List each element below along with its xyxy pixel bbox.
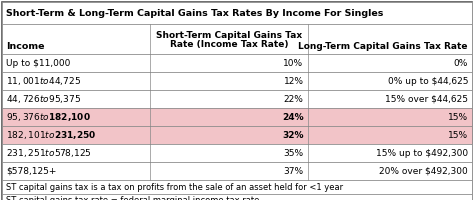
Bar xyxy=(2,24,472,54)
Text: 15% up to $492,300: 15% up to $492,300 xyxy=(376,148,468,158)
Text: $44,726 to $95,375: $44,726 to $95,375 xyxy=(6,93,81,105)
Text: 37%: 37% xyxy=(283,166,303,176)
Text: Short-Term & Long-Term Capital Gains Tax Rates By Income For Singles: Short-Term & Long-Term Capital Gains Tax… xyxy=(6,8,383,18)
Text: Up to $11,000: Up to $11,000 xyxy=(6,58,70,68)
Bar xyxy=(2,90,472,108)
Text: 15% over $44,625: 15% over $44,625 xyxy=(385,95,468,104)
Text: Long-Term Capital Gains Tax Rate: Long-Term Capital Gains Tax Rate xyxy=(299,42,468,51)
Bar xyxy=(2,144,472,162)
Text: 35%: 35% xyxy=(283,148,303,158)
Text: 24%: 24% xyxy=(282,112,303,121)
Text: 15%: 15% xyxy=(448,131,468,140)
Text: 32%: 32% xyxy=(282,131,303,140)
Bar xyxy=(2,194,472,200)
Text: 20% over $492,300: 20% over $492,300 xyxy=(379,166,468,176)
Text: Rate (Income Tax Rate): Rate (Income Tax Rate) xyxy=(170,40,288,48)
Text: $11,001 to $44,725: $11,001 to $44,725 xyxy=(6,75,81,87)
Bar xyxy=(2,126,472,144)
Text: ST capital gains tax is a tax on profits from the sale of an asset held for <1 y: ST capital gains tax is a tax on profits… xyxy=(6,183,343,192)
Text: $182,101 to $231,250: $182,101 to $231,250 xyxy=(6,129,97,141)
Bar xyxy=(2,108,472,126)
Text: ST capital gains tax rate = federal marginal income tax rate: ST capital gains tax rate = federal marg… xyxy=(6,196,259,200)
Bar xyxy=(2,2,472,24)
Text: $578,125+: $578,125+ xyxy=(6,166,56,176)
Text: Short-Term Capital Gains Tax: Short-Term Capital Gains Tax xyxy=(156,30,302,40)
Text: 0%: 0% xyxy=(454,58,468,68)
Text: 12%: 12% xyxy=(283,76,303,86)
Bar xyxy=(2,54,472,72)
Text: 22%: 22% xyxy=(283,95,303,104)
Bar xyxy=(2,72,472,90)
Text: Income: Income xyxy=(6,42,45,51)
Bar xyxy=(2,180,472,194)
Text: $95,376 to $182,100: $95,376 to $182,100 xyxy=(6,111,91,123)
Text: 15%: 15% xyxy=(448,112,468,121)
Text: $231,251 to $578,125: $231,251 to $578,125 xyxy=(6,147,92,159)
Text: 0% up to $44,625: 0% up to $44,625 xyxy=(388,76,468,86)
Text: 10%: 10% xyxy=(283,58,303,68)
Bar xyxy=(2,162,472,180)
